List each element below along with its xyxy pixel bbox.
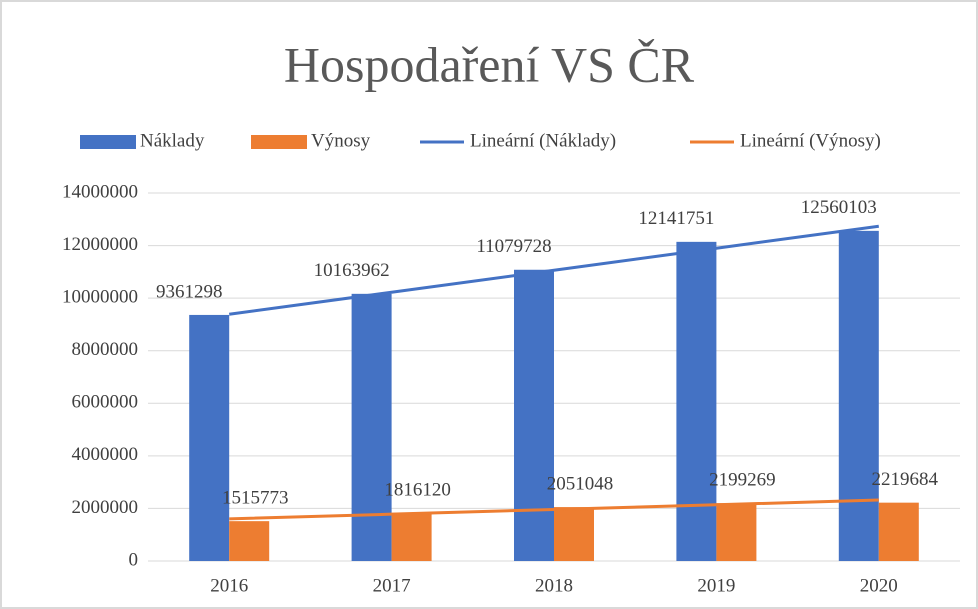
legend-label: Náklady — [140, 130, 205, 151]
bar — [676, 241, 717, 561]
y-tick-label: 12000000 — [62, 234, 138, 255]
data-label: 2199269 — [709, 470, 776, 491]
y-tick-label: 2000000 — [72, 497, 139, 518]
trend-line — [229, 498, 879, 521]
trend-line — [228, 224, 880, 316]
y-tick-label: 14000000 — [62, 181, 138, 202]
bar — [554, 507, 594, 561]
bar — [189, 314, 230, 561]
legend-label: Výnosy — [311, 130, 371, 151]
y-tick-label: 8000000 — [72, 339, 139, 360]
data-label: 1816120 — [384, 480, 451, 501]
data-label: 9361298 — [156, 281, 223, 302]
bar — [838, 230, 879, 561]
bar — [514, 269, 554, 561]
legend-swatch — [80, 135, 136, 149]
y-tick-label: 0 — [129, 549, 139, 570]
x-tick-label: 2020 — [860, 575, 898, 596]
chart-title: Hospodaření VS ČR — [284, 36, 695, 92]
data-label: 12560103 — [801, 197, 877, 218]
y-tick-label: 10000000 — [62, 287, 138, 308]
data-label: 2219684 — [872, 469, 939, 490]
bar — [878, 502, 919, 561]
data-label: 11079728 — [476, 236, 551, 257]
data-label: 1515773 — [222, 488, 289, 509]
bar — [391, 513, 432, 561]
bar — [351, 293, 392, 561]
y-tick-label: 4000000 — [72, 444, 139, 465]
y-tick-label: 6000000 — [72, 392, 139, 413]
data-label: 2051048 — [547, 473, 614, 494]
x-tick-label: 2016 — [210, 575, 248, 596]
data-label: 10163962 — [314, 260, 390, 281]
bar — [716, 503, 757, 561]
x-tick-label: 2017 — [373, 575, 411, 596]
bar — [229, 521, 270, 561]
x-tick-label: 2019 — [697, 575, 735, 596]
legend-label: Lineární (Náklady) — [470, 130, 616, 151]
x-tick-label: 2018 — [535, 575, 573, 596]
data-label: 12141751 — [638, 208, 714, 229]
legend-swatch — [251, 135, 307, 149]
legend-label: Lineární (Výnosy) — [740, 130, 881, 151]
